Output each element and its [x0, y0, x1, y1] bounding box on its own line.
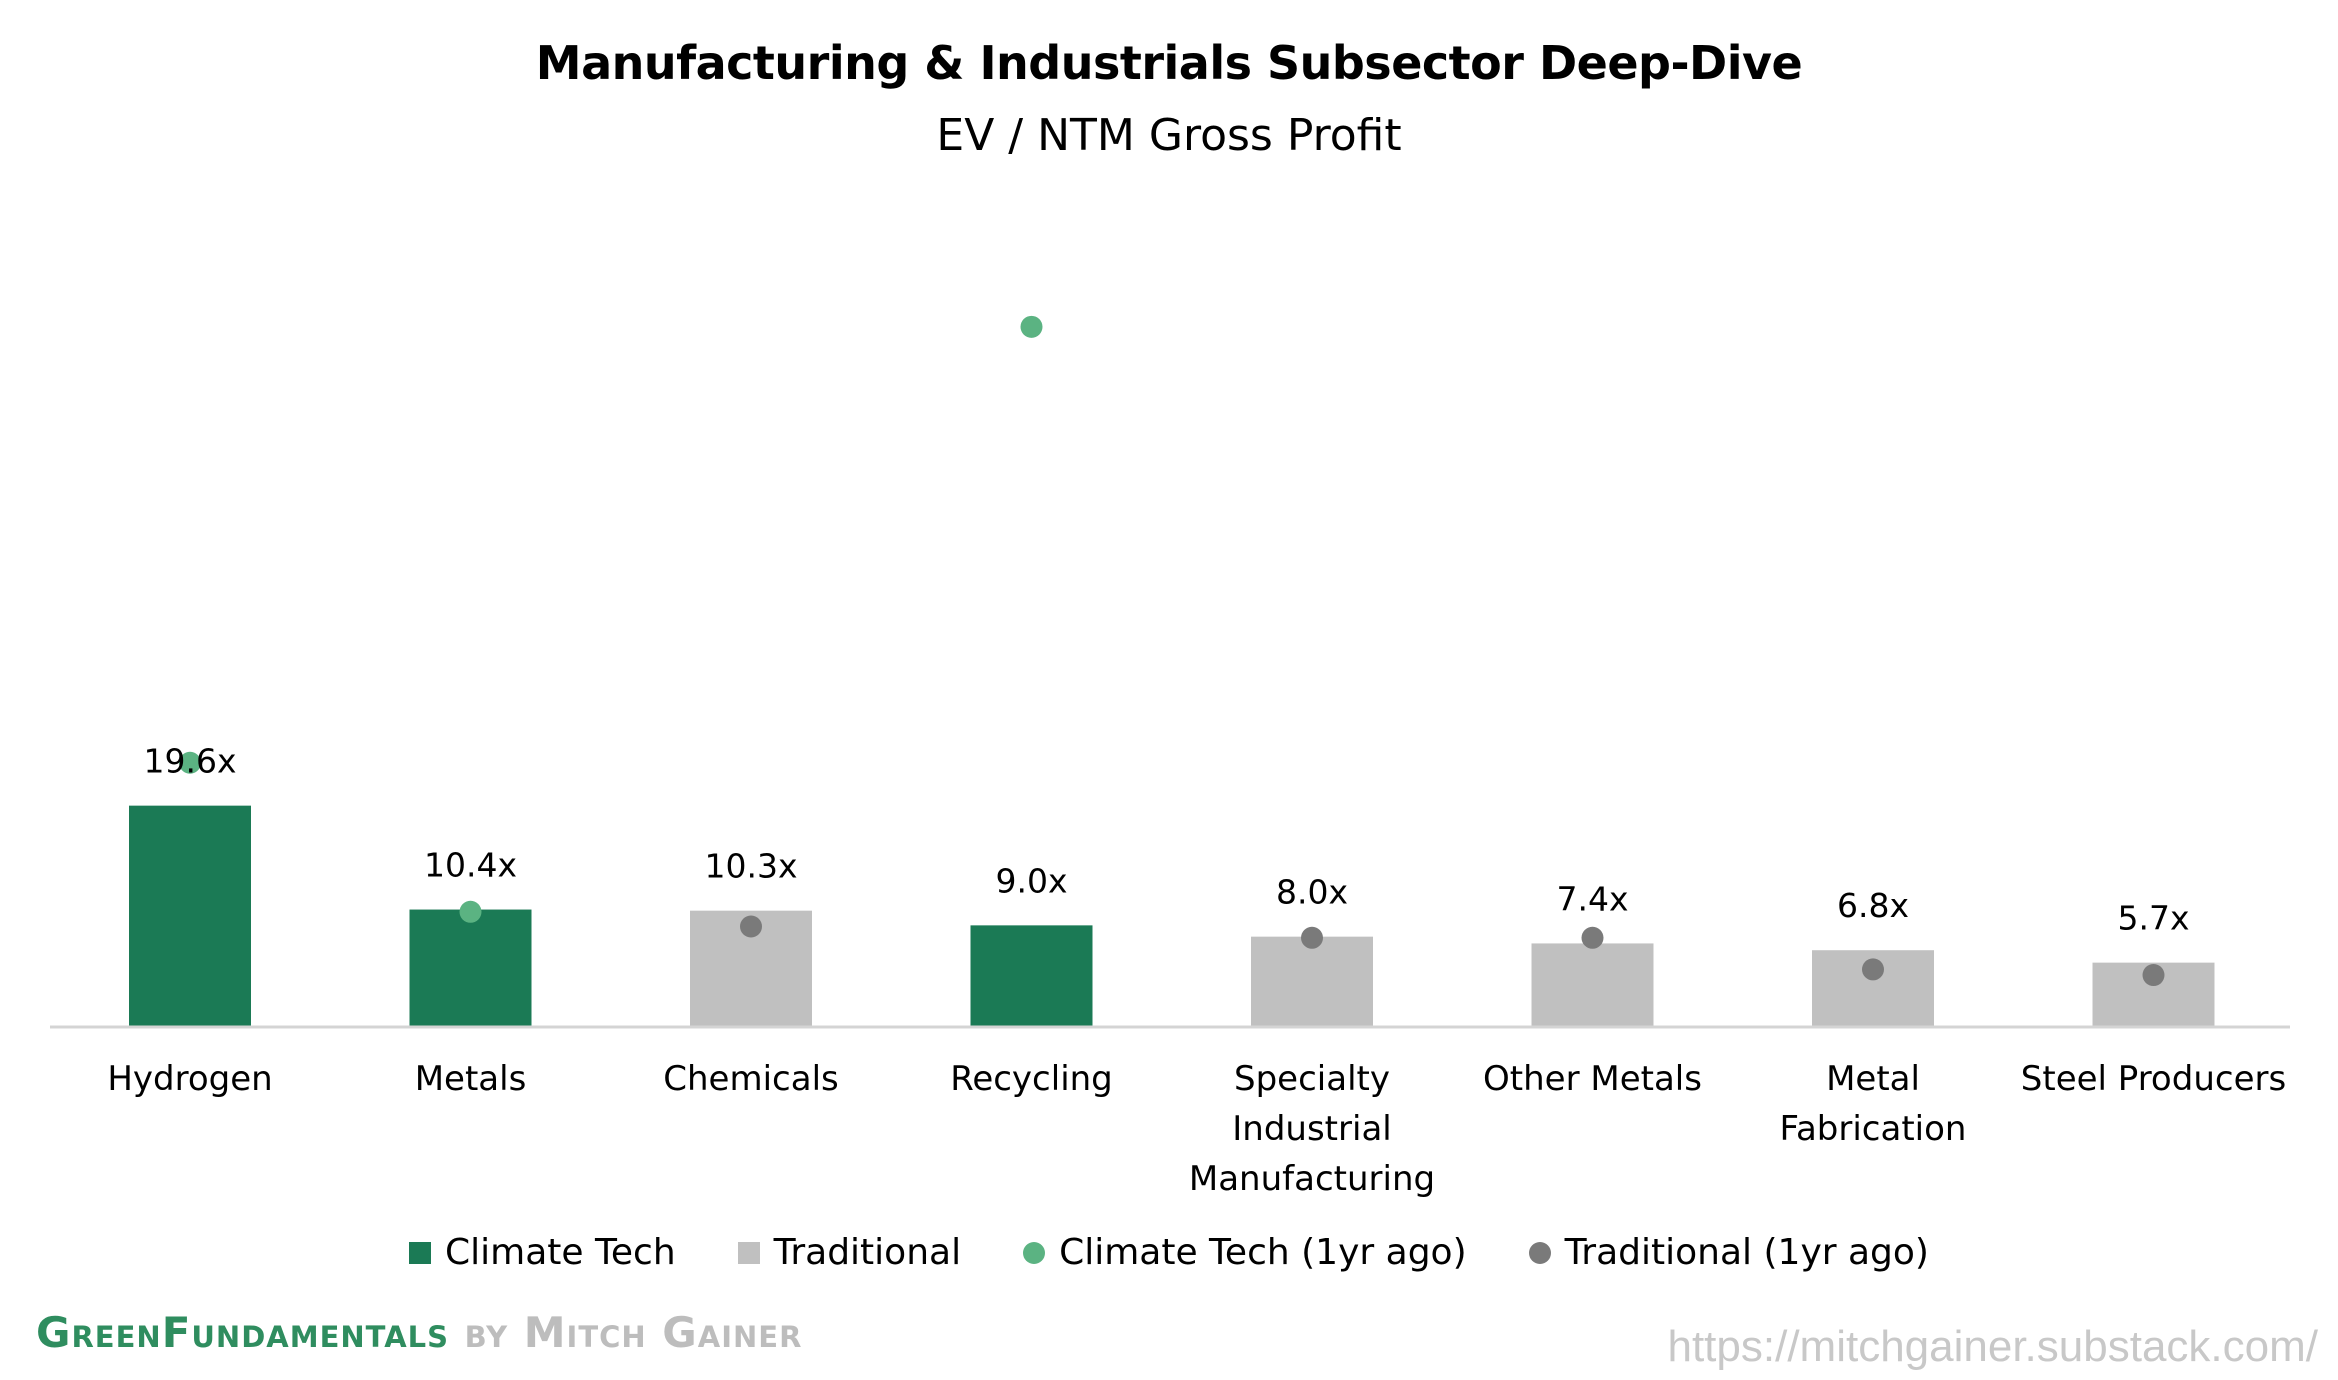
- category-label-chemicals: Chemicals: [663, 1059, 838, 1099]
- marker-1yr-ago-specialty-industrial-manufacturing: [1301, 926, 1323, 949]
- bar-recycling: [970, 925, 1093, 1027]
- data-label-steel-producers: 5.7x: [2117, 899, 2189, 938]
- source-url: https://mitchgainer.substack.com/: [1667, 1322, 2318, 1371]
- data-label-other-metals: 7.4x: [1556, 879, 1628, 918]
- marker-1yr-ago-steel-producers: [2142, 964, 2165, 987]
- category-label-recycling: Recycling: [950, 1059, 1113, 1099]
- category-label-other-metals: Other Metals: [1483, 1059, 1702, 1099]
- brand-byline: by Mitch Gainer: [449, 1308, 803, 1357]
- category-label-specialty-industrial-manufacturing: Specialty Industrial Manufacturing: [1189, 1059, 1435, 1199]
- bar-metals: [409, 909, 532, 1027]
- legend-swatch-traditional: [737, 1241, 760, 1264]
- legend-marker-traditional-1yr-ago: [1528, 1241, 1551, 1264]
- legend-label: Traditional (1yr ago): [1564, 1232, 1929, 1273]
- legend-label: Traditional: [773, 1232, 962, 1273]
- marker-1yr-ago-chemicals: [740, 915, 762, 938]
- category-label-metals: Metals: [415, 1059, 527, 1099]
- category-label-steel-producers: Steel Producers: [2021, 1059, 2286, 1099]
- data-label-chemicals: 10.3x: [704, 847, 797, 886]
- marker-1yr-ago-recycling: [1020, 315, 1043, 338]
- marker-1yr-ago-metal-fabrication: [1862, 958, 1884, 981]
- data-label-specialty-industrial-manufacturing: 8.0x: [1276, 873, 1348, 912]
- bar-other-metals: [1531, 943, 1654, 1027]
- data-label-metals: 10.4x: [424, 846, 517, 885]
- data-label-metal-fabrication: 6.8x: [1837, 886, 1909, 925]
- legend-item-traditional-1yr-ago: Traditional (1yr ago): [1528, 1232, 1929, 1273]
- legend-swatch-climate-tech: [409, 1241, 432, 1264]
- brand-logo: GreenFundamentals by Mitch Gainer: [36, 1308, 802, 1357]
- chart-subtitle: EV / NTM Gross Profit: [936, 110, 1402, 161]
- legend-label: Climate Tech (1yr ago): [1059, 1232, 1467, 1273]
- marker-1yr-ago-other-metals: [1581, 926, 1604, 949]
- category-label-metal-fabrication: Metal Fabrication: [1780, 1059, 1967, 1149]
- legend-item-traditional: Traditional: [737, 1232, 962, 1273]
- data-label-recycling: 9.0x: [995, 861, 1067, 900]
- bar-specialty-industrial-manufacturing: [1251, 936, 1373, 1027]
- category-label-hydrogen: Hydrogen: [107, 1059, 272, 1099]
- chart-title: Manufacturing & Industrials Subsector De…: [535, 36, 1803, 90]
- marker-1yr-ago-hydrogen: [179, 751, 201, 774]
- marker-1yr-ago-metals: [459, 900, 482, 923]
- legend-marker-climate-tech-1yr-ago: [1023, 1241, 1046, 1264]
- brand-name: GreenFundamentals: [36, 1308, 449, 1357]
- legend-item-climate-tech-1yr-ago: Climate Tech (1yr ago): [1023, 1232, 1467, 1273]
- data-label-hydrogen: 19.6x: [143, 742, 236, 781]
- legend-item-climate-tech: Climate Tech: [409, 1232, 676, 1273]
- bar-hydrogen: [129, 805, 251, 1027]
- legend-label: Climate Tech: [445, 1232, 676, 1273]
- legend: Climate Tech Traditional Climate Tech (1…: [0, 1232, 2338, 1273]
